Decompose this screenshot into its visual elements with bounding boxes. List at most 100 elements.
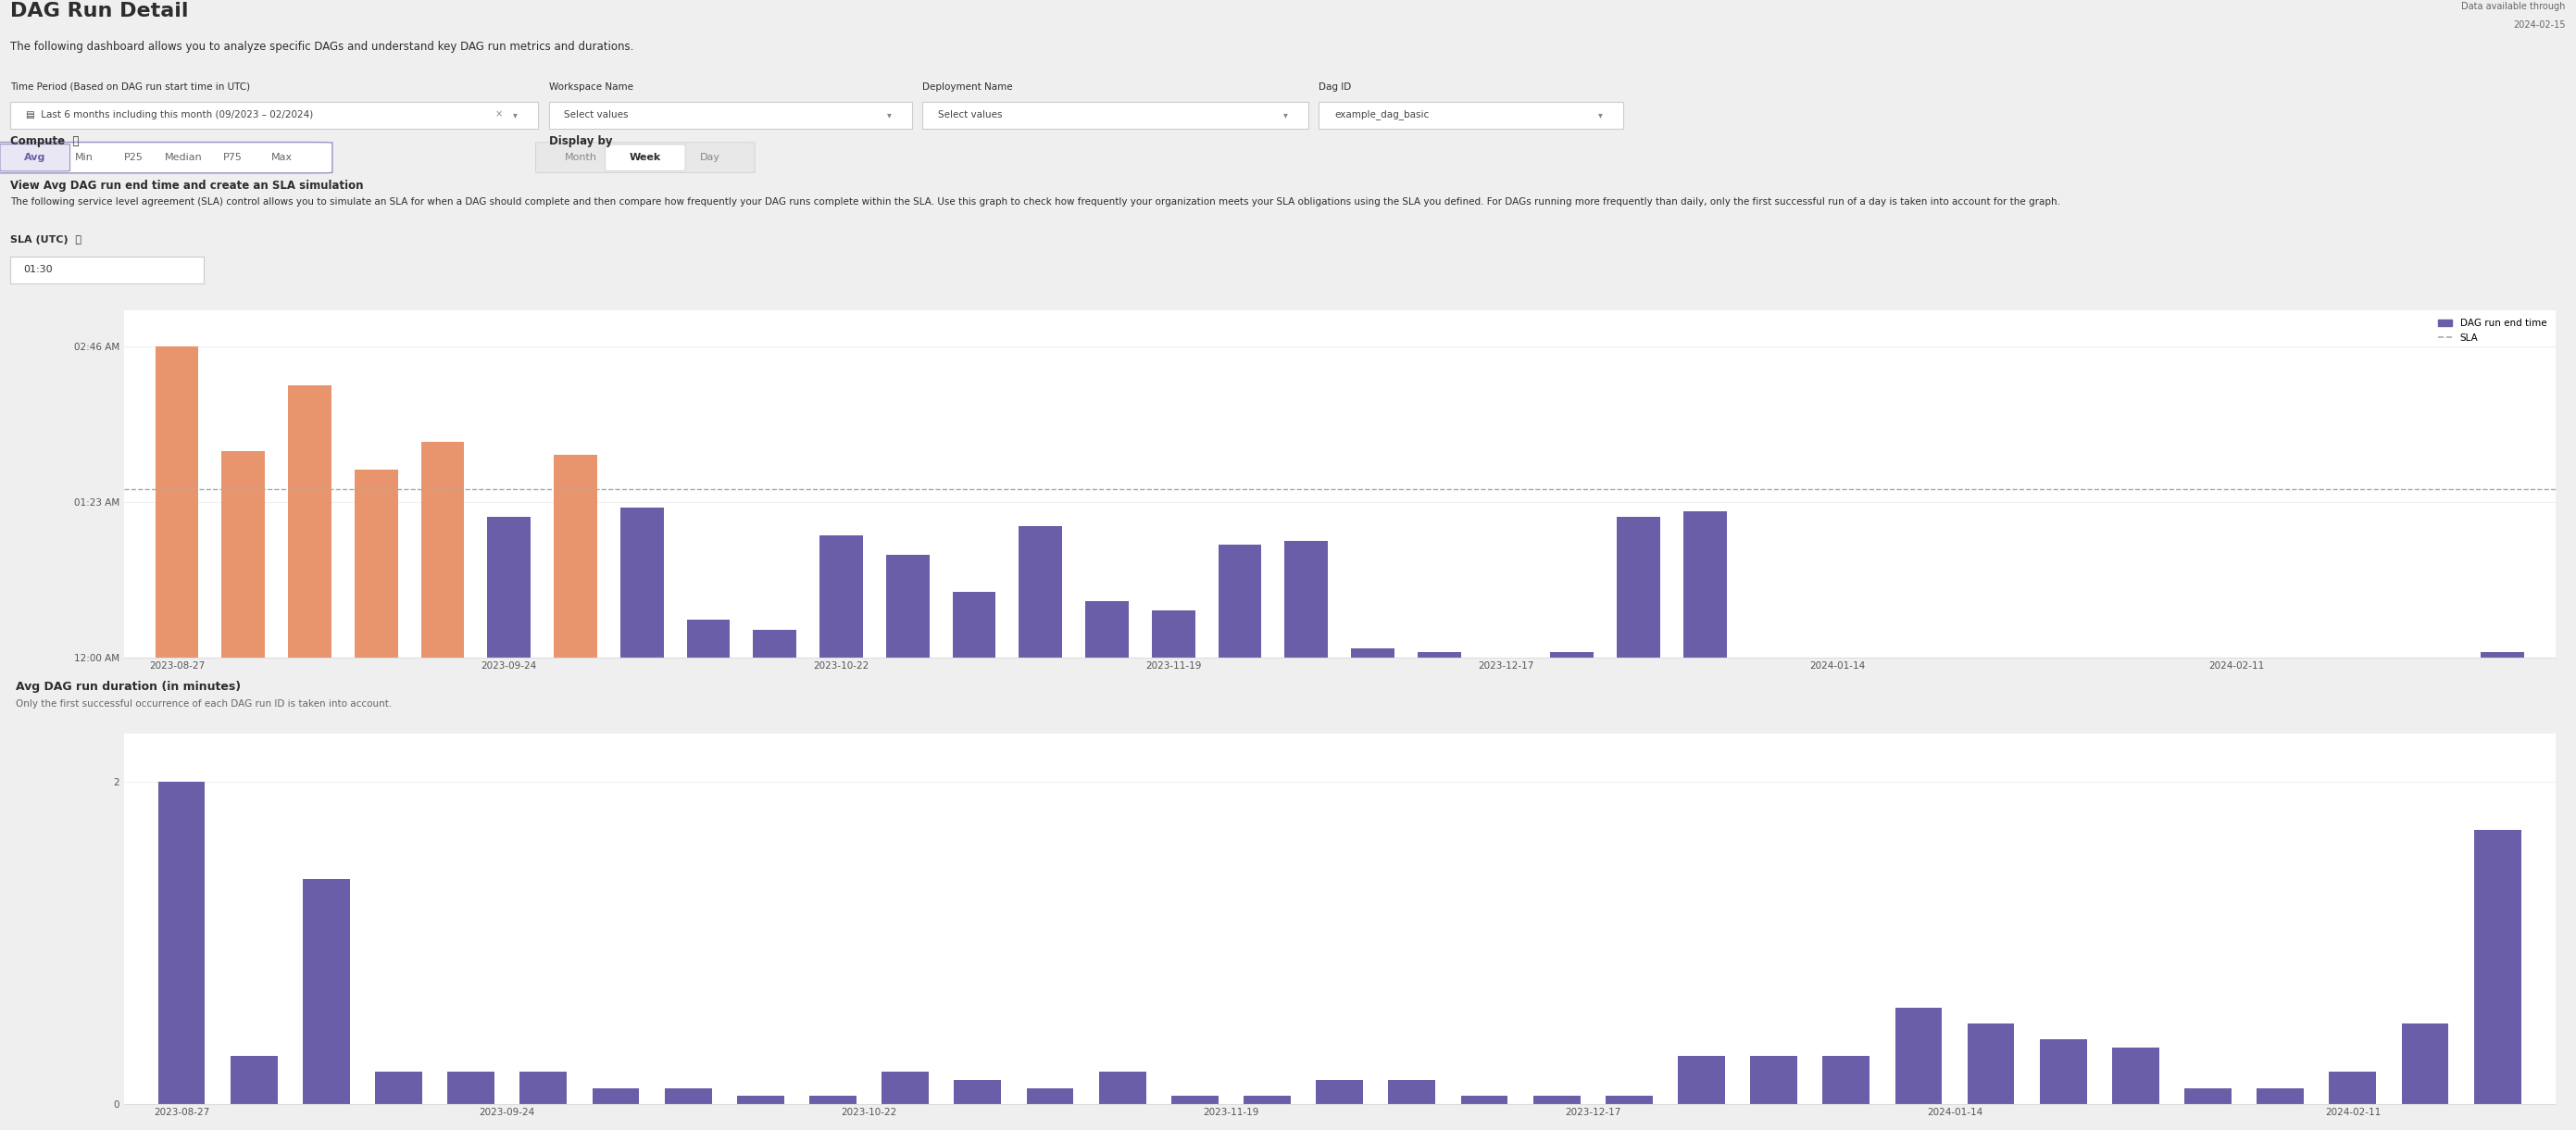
Bar <box>1533 1096 1579 1104</box>
Text: ▤  Last 6 months including this month (09/2023 – 02/2024): ▤ Last 6 months including this month (09… <box>26 110 314 120</box>
Text: ▾: ▾ <box>1597 110 1602 120</box>
Bar <box>520 1072 567 1104</box>
FancyBboxPatch shape <box>10 257 204 284</box>
Bar <box>2329 1072 2375 1104</box>
Text: The following service level agreement (SLA) control allows you to simulate an SL: The following service level agreement (S… <box>10 198 2061 207</box>
Text: ▾: ▾ <box>1283 110 1288 120</box>
Bar <box>1417 652 1461 658</box>
FancyBboxPatch shape <box>549 102 912 129</box>
Bar <box>1020 527 1061 658</box>
Text: 01:30: 01:30 <box>23 266 52 275</box>
Text: example_dag_basic: example_dag_basic <box>1334 110 1430 120</box>
Bar <box>1968 1024 2014 1104</box>
Bar <box>1084 601 1128 658</box>
Bar <box>881 1072 930 1104</box>
Text: Day: Day <box>701 153 719 163</box>
Text: View Avg DAG run end time and create an SLA simulation: View Avg DAG run end time and create an … <box>10 180 363 191</box>
Bar <box>2184 1088 2231 1104</box>
Legend: DAG run end time, SLA: DAG run end time, SLA <box>2434 315 2550 346</box>
Bar <box>222 451 265 658</box>
FancyBboxPatch shape <box>1319 102 1623 129</box>
Bar <box>1285 541 1327 658</box>
Bar <box>289 385 332 658</box>
FancyBboxPatch shape <box>536 142 755 173</box>
Text: Max: Max <box>270 153 294 163</box>
Bar <box>665 1088 711 1104</box>
FancyBboxPatch shape <box>922 102 1309 129</box>
Bar <box>1824 1055 1870 1104</box>
Bar <box>1896 1008 1942 1104</box>
Bar <box>953 1080 1002 1104</box>
Text: Compute  ⓘ: Compute ⓘ <box>10 136 80 147</box>
FancyBboxPatch shape <box>10 102 538 129</box>
Bar <box>554 455 598 658</box>
Text: ▾: ▾ <box>513 110 518 120</box>
Bar <box>157 782 206 1104</box>
Bar <box>1677 1055 1726 1104</box>
Bar <box>2473 831 2522 1104</box>
Bar <box>809 1096 855 1104</box>
Bar <box>2112 1048 2159 1104</box>
Bar <box>1605 1096 1654 1104</box>
Text: Dag ID: Dag ID <box>1319 82 1352 92</box>
Bar <box>448 1072 495 1104</box>
Bar <box>953 592 997 658</box>
Text: SLA (UTC)  ⓘ: SLA (UTC) ⓘ <box>10 235 82 244</box>
Bar <box>1352 649 1394 658</box>
Bar <box>355 470 397 658</box>
Bar <box>1025 1088 1074 1104</box>
Text: Avg DAG run duration (in minutes): Avg DAG run duration (in minutes) <box>15 680 240 693</box>
Bar <box>1151 610 1195 658</box>
Bar <box>1461 1096 1507 1104</box>
Bar <box>2257 1088 2303 1104</box>
Bar <box>1388 1080 1435 1104</box>
Text: Month: Month <box>564 153 598 163</box>
Text: Min: Min <box>75 153 93 163</box>
Bar <box>1749 1055 1798 1104</box>
Bar <box>1244 1096 1291 1104</box>
Bar <box>229 1055 278 1104</box>
Text: Select values: Select values <box>564 110 629 120</box>
Bar <box>592 1088 639 1104</box>
Text: Time Period (Based on DAG run start time in UTC): Time Period (Based on DAG run start time… <box>10 82 250 92</box>
Bar <box>2401 1024 2450 1104</box>
Bar <box>155 346 198 658</box>
Text: Week: Week <box>629 153 662 163</box>
Text: P75: P75 <box>222 153 242 163</box>
Bar <box>420 442 464 658</box>
Bar <box>1172 1096 1218 1104</box>
Text: Avg: Avg <box>23 153 46 163</box>
Bar <box>688 620 729 658</box>
Bar <box>1618 516 1659 658</box>
Bar <box>304 878 350 1104</box>
Text: Select values: Select values <box>938 110 1002 120</box>
FancyBboxPatch shape <box>0 142 332 173</box>
Bar <box>886 555 930 658</box>
Text: Display by: Display by <box>549 136 613 147</box>
Bar <box>621 507 665 658</box>
Bar <box>376 1072 422 1104</box>
Text: ×: × <box>495 110 502 120</box>
Text: 2024-02-15: 2024-02-15 <box>2514 20 2566 29</box>
Bar <box>819 536 863 658</box>
Bar <box>1218 545 1262 658</box>
Text: Only the first successful occurrence of each DAG run ID is taken into account.: Only the first successful occurrence of … <box>15 699 392 709</box>
Text: P25: P25 <box>124 153 144 163</box>
Text: Deployment Name: Deployment Name <box>922 82 1012 92</box>
Bar <box>2040 1040 2087 1104</box>
Bar <box>1100 1072 1146 1104</box>
Bar <box>752 629 796 658</box>
Text: Workspace Name: Workspace Name <box>549 82 634 92</box>
Bar <box>1316 1080 1363 1104</box>
Text: Median: Median <box>165 153 201 163</box>
FancyBboxPatch shape <box>605 145 685 171</box>
Bar <box>2481 652 2524 658</box>
Bar <box>1551 652 1595 658</box>
Text: The following dashboard allows you to analyze specific DAGs and understand key D: The following dashboard allows you to an… <box>10 41 636 53</box>
Bar <box>1682 511 1726 658</box>
Text: DAG Run Detail: DAG Run Detail <box>10 1 188 20</box>
FancyBboxPatch shape <box>0 145 70 171</box>
Bar <box>487 516 531 658</box>
Text: ▾: ▾ <box>886 110 891 120</box>
Bar <box>737 1096 783 1104</box>
